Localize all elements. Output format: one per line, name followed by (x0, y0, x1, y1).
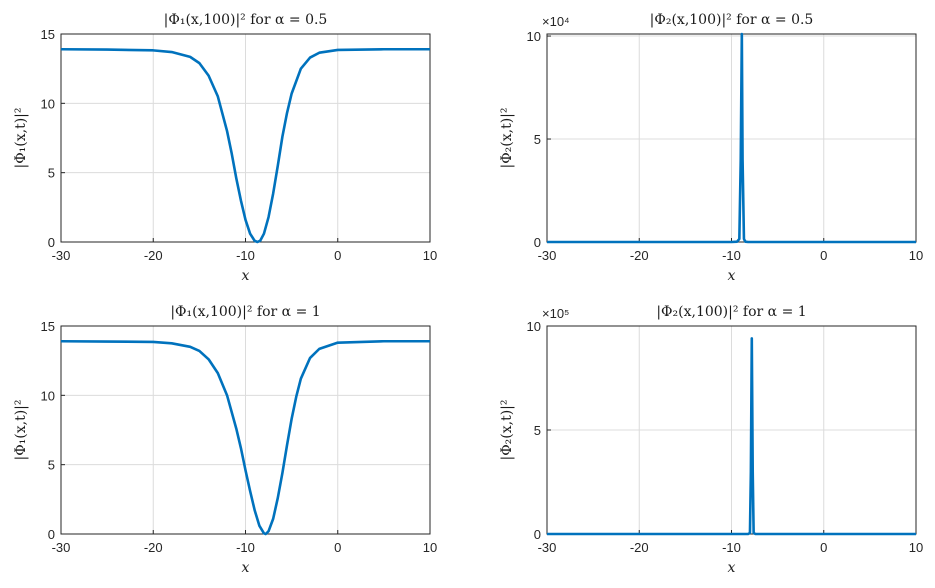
x-tick-label: -20 (144, 248, 163, 263)
y-tick-label: 10 (527, 29, 541, 44)
x-tick-label: -10 (722, 540, 741, 555)
y-tick-label: 5 (48, 458, 55, 473)
y-tick-label: 0 (48, 235, 55, 250)
x-tick-label: -30 (538, 540, 557, 555)
chart-title: |Φ₂(x,100)|² for α = 1 (656, 304, 806, 320)
y-tick-label: 0 (48, 527, 55, 542)
y-tick-label: 5 (534, 132, 541, 147)
x-axis-label: x (242, 268, 250, 284)
x-tick-label: 0 (820, 540, 827, 555)
x-tick-label: 10 (423, 248, 437, 263)
series-line (60, 339, 430, 536)
y-tick-label: 5 (48, 166, 55, 181)
y-exponent-label: ×10⁴ (542, 14, 570, 29)
y-axis-label: |Φ₁(x,t)|² (13, 399, 29, 460)
x-tick-label: -20 (630, 248, 649, 263)
x-tick-label: 0 (334, 248, 341, 263)
x-tick-label: 10 (909, 540, 923, 555)
x-tick-label: -30 (52, 248, 71, 263)
y-tick-label: 15 (41, 27, 55, 42)
series-line (547, 337, 916, 536)
y-tick-label: 0 (534, 235, 541, 250)
chart-panel-1: -30 -20 -10 0 10 0 5 10 15 |Φ₁(x,100)|² for α = 0… (13, 12, 437, 284)
y-exponent-label: ×10⁵ (542, 306, 569, 321)
x-tick-label: 10 (909, 248, 923, 263)
x-tick-label: 10 (423, 540, 437, 555)
x-axis-label: x (728, 268, 736, 284)
y-axis-label: |Φ₂(x,t)|² (499, 399, 515, 460)
x-axis-label: x (242, 560, 250, 576)
y-tick-label: 5 (534, 423, 541, 438)
x-tick-label: -20 (144, 540, 163, 555)
y-tick-label: 10 (41, 388, 55, 403)
x-tick-label: -10 (722, 248, 741, 263)
x-tick-label: -30 (538, 248, 557, 263)
y-tick-label: 0 (534, 527, 541, 542)
x-tick-label: -10 (236, 540, 255, 555)
y-tick-label: 10 (41, 96, 55, 111)
chart-panel-3: -30 -20 -10 0 10 0 5 10 15 |Φ₁(x,100)|² for α = 1… (13, 304, 437, 576)
chart-title: |Φ₁(x,100)|² for α = 0.5 (164, 12, 328, 28)
chart-title: |Φ₁(x,100)|² for α = 1 (170, 304, 320, 320)
x-tick-label: 0 (334, 540, 341, 555)
y-axis-label: |Φ₁(x,t)|² (13, 107, 29, 168)
x-tick-label: 0 (820, 248, 827, 263)
x-tick-label: -30 (52, 540, 71, 555)
x-axis-label: x (728, 560, 736, 576)
chart-title: |Φ₂(x,100)|² for α = 0.5 (650, 12, 814, 28)
series-line (547, 32, 916, 244)
y-axis-label: |Φ₂(x,t)|² (499, 107, 515, 168)
series-line (60, 47, 430, 244)
y-tick-label: 15 (41, 319, 55, 334)
x-tick-label: -20 (630, 540, 649, 555)
x-tick-label: -10 (236, 248, 255, 263)
y-tick-label: 10 (527, 319, 541, 334)
